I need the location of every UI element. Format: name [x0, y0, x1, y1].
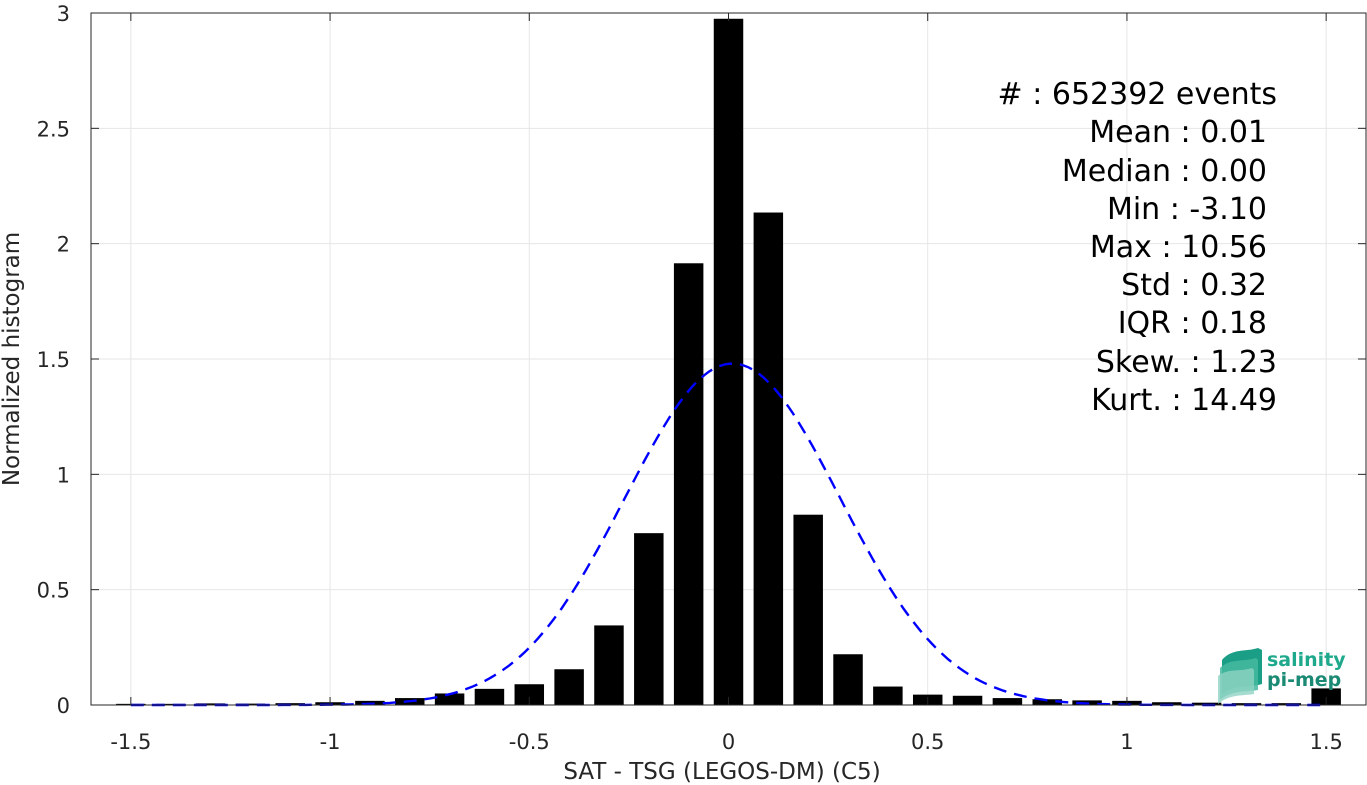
axis-ticks	[91, 12, 1366, 706]
y-tick-label: 2.5	[37, 117, 70, 141]
salinity-pimep-logo: salinity pi-mep	[1218, 648, 1346, 704]
histogram-bar	[434, 693, 465, 705]
histogram-bar	[713, 18, 744, 706]
y-tick-label: 2	[57, 233, 70, 257]
bars	[116, 18, 1341, 706]
logo-line1: salinity	[1267, 649, 1346, 671]
histogram-bar	[594, 625, 624, 705]
x-tick-label: -0.5	[509, 730, 550, 754]
x-axis-label: SAT - TSG (LEGOS-DM) (C5)	[563, 759, 880, 785]
y-tick-label: 0	[57, 694, 70, 718]
histogram-bar	[1311, 688, 1341, 705]
histogram-bar	[474, 688, 505, 705]
stat-mean: Mean : 0.01	[1089, 115, 1267, 150]
histogram-bar	[873, 686, 903, 705]
stat-skew: Skew. : 1.23	[1096, 345, 1277, 380]
histogram-bar	[1152, 702, 1182, 705]
x-tick-label: 0	[722, 730, 735, 754]
x-tick-label: -1.5	[110, 730, 151, 754]
histogram-bar	[634, 533, 664, 705]
histogram-bar	[753, 212, 784, 705]
histogram-bar	[195, 703, 226, 705]
x-tick-label: 1.5	[1309, 730, 1342, 754]
histogram-bar	[1032, 699, 1062, 705]
x-tick-label: 1	[1120, 730, 1133, 754]
wave-logo-icon	[1218, 648, 1262, 704]
y-axis-label: Normalized histogram	[0, 232, 25, 486]
stat-std: Std : 0.32	[1121, 268, 1267, 303]
histogram-bar	[992, 698, 1023, 705]
y-tick-label: 1	[57, 463, 70, 487]
stat-iqr: IQR : 0.18	[1118, 306, 1267, 341]
stats-box: # : 652392 events Mean : 0.01 Median : 0…	[998, 77, 1277, 418]
histogram-bar	[235, 703, 266, 705]
histogram-bar	[793, 514, 823, 705]
stat-kurt: Kurt. : 14.49	[1091, 383, 1277, 418]
x-tick-label: -1	[320, 730, 341, 754]
histogram-bar	[833, 654, 863, 705]
logo-line2: pi-mep	[1267, 669, 1341, 691]
histogram-bar	[554, 669, 584, 705]
stat-min: Min : -3.10	[1107, 192, 1267, 227]
y-tick-label: 1.5	[37, 348, 70, 372]
histogram-bar	[155, 703, 186, 705]
y-tick-label: 3	[57, 2, 70, 26]
x-tick-label: 0.5	[911, 730, 944, 754]
histogram-bar	[952, 695, 983, 705]
histogram-bar	[514, 684, 545, 705]
histogram-bar	[673, 263, 704, 705]
y-tick-label: 0.5	[37, 579, 70, 603]
stat-max: Max : 10.56	[1090, 230, 1267, 265]
x-tick-labels: -1.5 -1 -0.5 0 0.5 1 1.5	[110, 730, 1343, 754]
y-tick-labels: 0 0.5 1 1.5 2 2.5 3	[37, 2, 70, 718]
stat-median: Median : 0.00	[1062, 154, 1267, 189]
stat-events: # : 652392 events	[998, 77, 1277, 112]
